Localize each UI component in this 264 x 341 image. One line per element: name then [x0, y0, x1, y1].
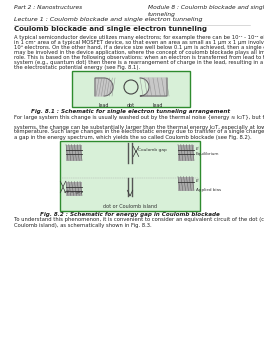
Text: Part 2 : Nanostructures: Part 2 : Nanostructures [14, 5, 82, 10]
Text: Applied bias: Applied bias [196, 189, 221, 193]
Bar [66, 181, 82, 195]
Text: in 1 cm² area of a typical MOSFET device, so that even an area as small as 1 μm : in 1 cm² area of a typical MOSFET device… [14, 40, 264, 45]
Text: 10⁶ electrons. On the other hand, if a device size well below 0.1 μm is achieved: 10⁶ electrons. On the other hand, if a d… [14, 45, 264, 50]
Text: may be involved in the device application, where the concept of coulomb blockade: may be involved in the device applicatio… [14, 50, 264, 55]
Text: role. This is based on the following observations: when an electron is transferr: role. This is based on the following obs… [14, 55, 264, 60]
Text: Lecture 1 : Coulomb blockade and single electron tunneling: Lecture 1 : Coulomb blockade and single … [14, 17, 202, 22]
Text: system (e.g., quantum dot) then there is a rearrangement of charge in the lead, : system (e.g., quantum dot) then there is… [14, 60, 264, 65]
Text: systems, the change can be substantially larger than the thermal energy k₂T, esp: systems, the change can be substantially… [14, 124, 264, 130]
Text: To understand this phenomenon, it is convenient to consider an equivalent circui: To understand this phenomenon, it is con… [14, 218, 264, 222]
Bar [178, 177, 194, 191]
Bar [178, 145, 194, 161]
Text: Coulomb gap: Coulomb gap [138, 148, 167, 151]
Text: lead: lead [99, 103, 109, 108]
Text: Coulomb island), as schematically shown in Fig. 8.3.: Coulomb island), as schematically shown … [14, 222, 152, 227]
Text: Module 8 : Coulomb blockade and single electron
tunneling: Module 8 : Coulomb blockade and single e… [148, 5, 264, 17]
Text: Coulomb blockade and single electron tunneling: Coulomb blockade and single electron tun… [14, 26, 207, 32]
Polygon shape [95, 78, 113, 96]
Text: a gap in the energy spectrum, which yields the so called Coulomb blockade (see F: a gap in the energy spectrum, which yiel… [14, 134, 252, 139]
Text: Eⁱ: Eⁱ [196, 148, 200, 151]
Text: dot or Coulomb island: dot or Coulomb island [103, 204, 157, 208]
Text: For large system this change is usually washed out by the thermal noise {energy : For large system this change is usually … [14, 115, 264, 119]
Polygon shape [140, 78, 167, 96]
Text: dot: dot [127, 103, 135, 108]
Text: eV = gap: eV = gap [64, 191, 83, 194]
Text: Eⁱ: Eⁱ [196, 179, 200, 183]
Bar [66, 145, 82, 161]
Text: Equilibrium: Equilibrium [196, 152, 219, 157]
Text: Fig. 8.1 : Schematic for single electron tunneling arrangement: Fig. 8.1 : Schematic for single electron… [31, 108, 230, 114]
FancyBboxPatch shape [72, 71, 190, 107]
Text: A typical semiconductor device utilizes many electrons; for example there can be: A typical semiconductor device utilizes … [14, 35, 264, 40]
FancyBboxPatch shape [60, 140, 200, 210]
Text: Fig. 8.2 : Schematic for energy gap in Coulomb blockade: Fig. 8.2 : Schematic for energy gap in C… [40, 212, 220, 217]
Text: temperature. Such large changes in the electrostatic energy due to transfer of a: temperature. Such large changes in the e… [14, 130, 264, 134]
Text: lead: lead [153, 103, 163, 108]
Text: the electrostatic potential energy (see Fig. 8.1).: the electrostatic potential energy (see … [14, 65, 140, 70]
